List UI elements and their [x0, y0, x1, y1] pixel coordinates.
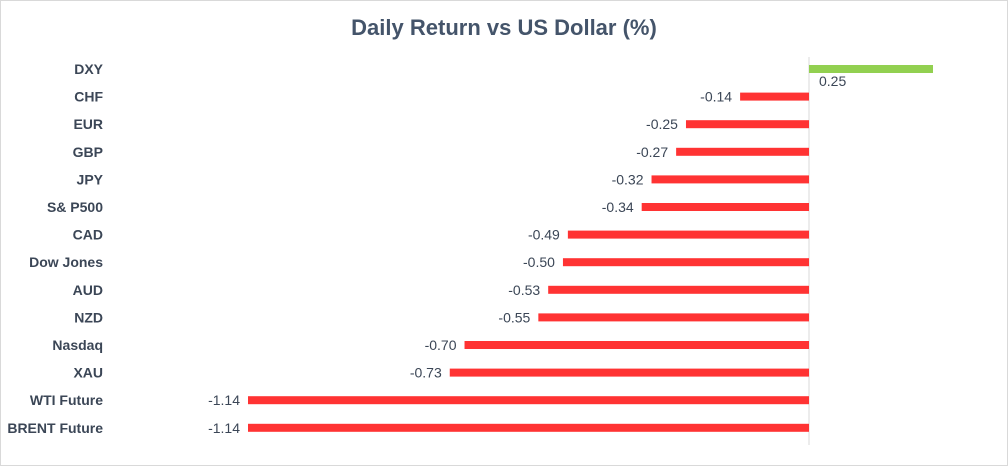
data-label: -0.70 — [425, 337, 457, 353]
bar — [676, 147, 809, 156]
bar — [562, 258, 809, 267]
category-label: GBP — [73, 144, 103, 160]
bar — [248, 396, 809, 405]
bar — [641, 203, 809, 211]
category-label: Dow Jones — [29, 254, 103, 270]
data-label: -0.25 — [646, 116, 678, 132]
data-label: 0.25 — [819, 73, 846, 89]
data-label: -1.14 — [208, 420, 240, 436]
data-label: -0.73 — [410, 365, 442, 381]
category-label: XAU — [73, 365, 103, 381]
category-label: NZD — [74, 309, 103, 325]
data-label: -0.50 — [523, 254, 555, 270]
bar — [685, 120, 809, 129]
category-label: DXY — [74, 61, 103, 77]
category-label: BRENT Future — [7, 420, 103, 436]
category-label: Nasdaq — [52, 337, 103, 353]
bar — [464, 341, 809, 349]
bar — [567, 230, 809, 239]
category-label: WTI Future — [30, 392, 103, 408]
bar — [248, 423, 809, 432]
category-label: AUD — [73, 282, 103, 298]
bar — [651, 175, 809, 184]
category-label: S& P500 — [47, 199, 103, 215]
bar — [548, 285, 809, 294]
data-label: -0.32 — [612, 171, 644, 187]
bar — [449, 368, 809, 377]
data-label: -1.14 — [208, 392, 240, 408]
category-label: CHF — [74, 89, 103, 105]
data-label: -0.49 — [528, 227, 560, 243]
bar — [538, 313, 809, 322]
category-label: CAD — [73, 227, 103, 243]
bar — [809, 65, 933, 73]
data-label: -0.34 — [602, 199, 634, 215]
data-label: -0.14 — [700, 89, 732, 105]
category-label: EUR — [73, 116, 103, 132]
bar — [740, 92, 809, 101]
chart-title: Daily Return vs US Dollar (%) — [351, 15, 657, 40]
data-label: -0.55 — [498, 309, 530, 325]
category-label: JPY — [77, 171, 104, 187]
data-label: -0.27 — [636, 144, 668, 160]
data-label: -0.53 — [508, 282, 540, 298]
